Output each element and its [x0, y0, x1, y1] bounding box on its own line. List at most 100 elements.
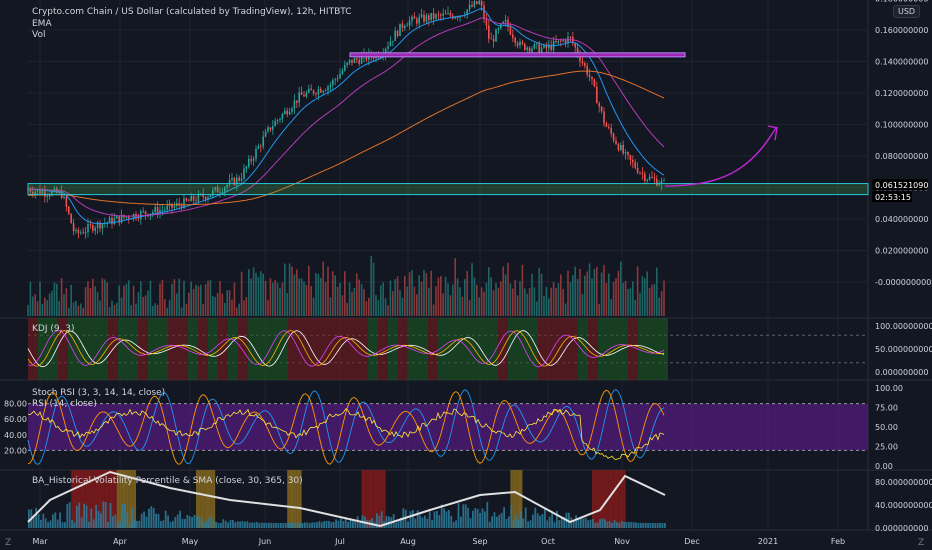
currency-button[interactable]: USD	[893, 5, 921, 18]
candle-body	[610, 127, 612, 134]
volume-bar	[500, 281, 502, 316]
candle-body	[336, 78, 339, 80]
volume-bar	[656, 267, 658, 316]
kdj-background-segment	[608, 318, 618, 380]
candle-body	[159, 209, 161, 215]
candle-body	[197, 194, 200, 202]
time-axis-label: Dec	[684, 537, 699, 546]
hv-bar	[620, 520, 623, 528]
volume-bar	[123, 285, 125, 316]
candle-body	[351, 59, 353, 64]
volume-bar	[572, 275, 574, 316]
hv-bar	[78, 502, 81, 528]
candle-body	[276, 120, 279, 122]
volume-bar	[411, 269, 413, 316]
volume-bar	[653, 283, 656, 316]
candle-body	[492, 39, 495, 42]
volume-bar	[435, 286, 437, 316]
volume-bar	[336, 286, 339, 316]
candle-body	[204, 196, 207, 200]
candle-body	[312, 90, 315, 94]
footer-right-label[interactable]: Z	[918, 538, 925, 548]
ema-indicator-label[interactable]: EMA	[32, 19, 52, 29]
hv-bar	[628, 521, 630, 528]
volume-bar	[620, 261, 622, 316]
volume-bar	[308, 265, 310, 316]
candle-body	[358, 59, 360, 64]
symbol-title: Crypto.com Chain / US Dollar (calculated…	[32, 7, 352, 17]
hv-bar	[400, 517, 402, 528]
kdj-background-segment	[648, 318, 658, 380]
candle-body	[444, 13, 447, 15]
volume-bar	[488, 267, 490, 316]
volume-bar	[658, 297, 660, 316]
candle-body	[406, 25, 408, 27]
time-axis-label: Oct	[541, 537, 555, 546]
hv-highlight	[71, 470, 74, 528]
hv-bar	[296, 522, 299, 528]
candle-body	[658, 184, 660, 186]
hv-bar	[124, 503, 126, 528]
hv-highlight	[97, 470, 100, 528]
hv-bar	[76, 505, 78, 528]
kdj-background-segment	[288, 318, 298, 380]
kdj-background-segment	[488, 318, 498, 380]
volume-bar	[514, 280, 516, 316]
volume-bar	[569, 282, 572, 316]
volume-bar	[152, 305, 154, 316]
hv-bar	[68, 502, 71, 528]
volume-bar	[555, 288, 557, 316]
kdj-background-segment	[68, 318, 78, 380]
footer-left-label[interactable]: Z	[5, 538, 12, 548]
candle-body	[574, 43, 576, 48]
candle-body	[264, 131, 267, 137]
candle-body	[372, 56, 375, 59]
hv-bar	[522, 518, 525, 528]
volume-bar	[660, 291, 663, 316]
candle-body	[531, 48, 533, 52]
volume-bar	[32, 296, 34, 316]
hv-bar	[200, 517, 203, 528]
volume-bar	[536, 301, 538, 316]
hv-bar	[548, 516, 551, 528]
hv-bar	[169, 522, 172, 528]
volume-bar	[106, 282, 108, 316]
hv-bar	[49, 520, 52, 528]
candle-body	[128, 216, 130, 219]
hv-bar	[397, 520, 400, 528]
volume-bar	[48, 293, 51, 316]
candle-body	[629, 155, 632, 160]
volume-bar	[104, 279, 106, 316]
volume-bar	[639, 292, 641, 316]
hv-bar	[155, 513, 157, 528]
vol-indicator-label[interactable]: Vol	[32, 30, 46, 40]
hv-bar	[349, 519, 352, 528]
volume-bar	[564, 303, 567, 316]
candle-body	[212, 190, 214, 196]
hv-bar	[229, 520, 232, 528]
volume-bar	[586, 271, 588, 316]
candle-body	[29, 189, 32, 192]
candle-body	[272, 126, 274, 130]
kdj-background-segment	[588, 318, 598, 380]
hv-highlight	[373, 470, 376, 528]
hv-bar	[647, 522, 649, 528]
hv-bar	[486, 501, 489, 528]
hv-bar	[395, 522, 397, 528]
volume-bar	[408, 272, 411, 316]
price-axis-label: 0.120000000	[875, 89, 928, 98]
candle-body	[255, 148, 257, 159]
volume-bar	[204, 284, 207, 316]
volume-bar	[70, 284, 72, 316]
volume-bar	[137, 291, 140, 316]
candle-body	[219, 192, 221, 193]
kdj-line	[27, 330, 665, 368]
volume-bar	[461, 296, 464, 316]
kdj-background-segment	[388, 318, 398, 380]
candle-body	[94, 227, 96, 231]
volume-bar	[624, 281, 627, 316]
hv-bar	[654, 522, 657, 528]
candle-body	[653, 177, 656, 179]
candle-body	[485, 19, 488, 26]
